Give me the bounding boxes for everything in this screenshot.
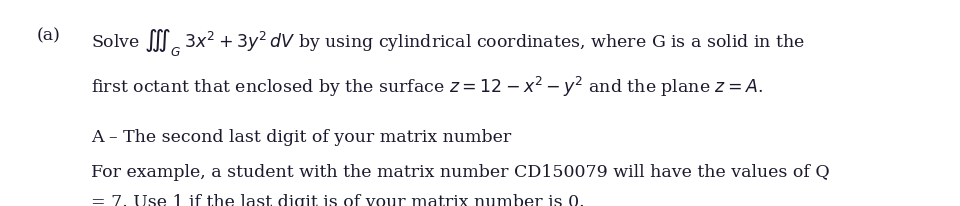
Text: (a): (a) [36,27,60,44]
Text: first octant that enclosed by the surface $z = 12 - x^2 - y^2$ and the plane $z : first octant that enclosed by the surfac… [91,74,763,98]
Text: Solve $\iiint_G\; 3x^2 + 3y^2\,dV$ by using cylindrical coordinates, where G is : Solve $\iiint_G\; 3x^2 + 3y^2\,dV$ by us… [91,27,805,58]
Text: = 7. Use 1 if the last digit is of your matrix number is 0.: = 7. Use 1 if the last digit is of your … [91,193,585,206]
Text: For example, a student with the matrix number CD150079 will have the values of Q: For example, a student with the matrix n… [91,163,830,180]
Text: A – The second last digit of your matrix number: A – The second last digit of your matrix… [91,129,512,146]
